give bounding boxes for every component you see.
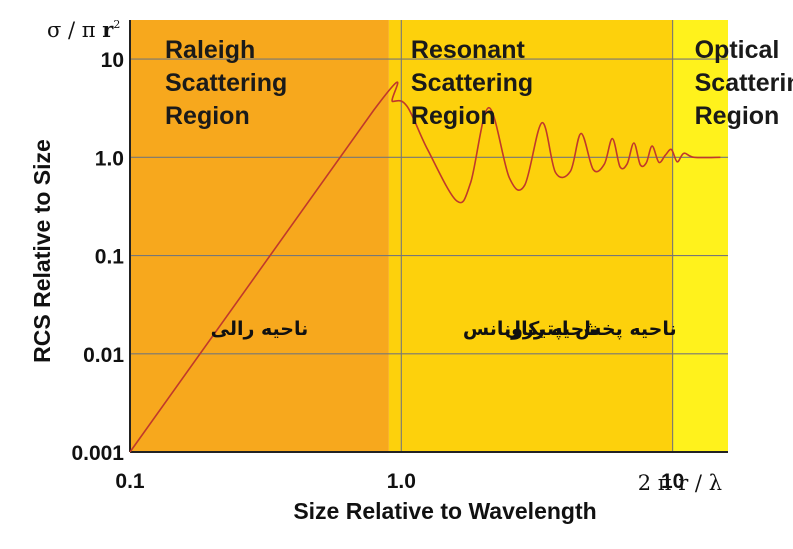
x-tick-label: 0.1 — [115, 470, 145, 493]
region-raleigh — [130, 20, 389, 452]
region-fa-label-raleigh: ناحیه رالی — [211, 318, 309, 340]
y-tick-label: 1.0 — [95, 147, 124, 170]
y-tick-label: 0.1 — [95, 246, 125, 269]
tick-layer: 0.1 1.0 10 0.001 0.01 0.1 1.0 10 — [71, 49, 684, 493]
x-axis-title: Size Relative to Wavelength — [293, 498, 596, 524]
region-resonant — [388, 20, 673, 452]
y-tick-label: 10 — [101, 49, 124, 72]
x-axis-unit: 2 π r / λ — [638, 471, 722, 495]
x-tick-label: 10 — [661, 470, 684, 493]
grid-layer — [129, 20, 728, 453]
y-axis-title: RCS Relative to Size — [29, 139, 55, 363]
x-tick-label: 1.0 — [387, 470, 416, 493]
region-fa-label-optical: ناحیه پخش اپتیکال — [505, 318, 677, 340]
region-title-resonant: Resonant Scattering Region — [411, 36, 533, 130]
region-fa-label-resonant: ناحیه رزونانس — [463, 318, 599, 340]
regions-layer — [130, 20, 728, 452]
region-title-raleigh: Raleigh Scattering Region — [165, 36, 287, 130]
region-title-optical: OpticalScatteringRegion — [695, 36, 793, 130]
y-tick-label: 0.001 — [71, 442, 124, 465]
region-optical — [672, 20, 728, 452]
y-axis-unit: σ / π r2 — [47, 17, 120, 42]
y-tick-label: 0.01 — [83, 344, 124, 367]
curve-layer — [129, 81, 721, 453]
region-label-layer: Raleigh Scattering Region ناحیه رالی Resonan… — [165, 36, 793, 340]
rcs-curve — [129, 81, 721, 453]
